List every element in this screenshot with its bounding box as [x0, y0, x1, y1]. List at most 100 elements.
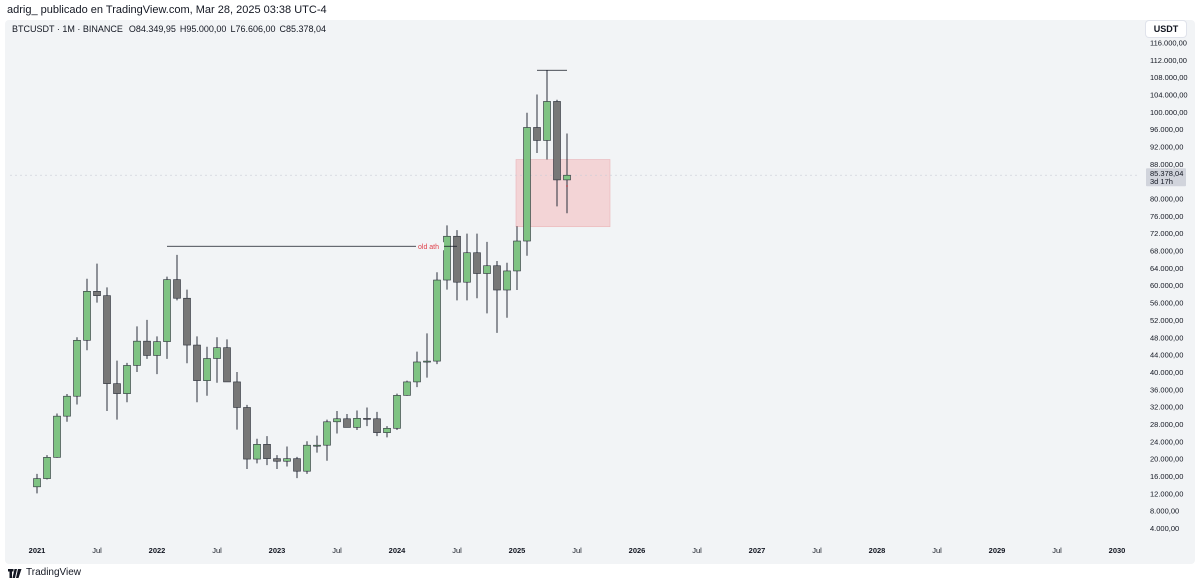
x-tick-label: 2027 [749, 546, 766, 555]
tradingview-footer: TradingView [8, 566, 81, 580]
candle-body-19[interactable] [223, 347, 231, 383]
candle-body-42[interactable] [453, 235, 461, 283]
legend-close: C85.378,04 [279, 24, 327, 34]
y-tick-label: 32.000,00 [1150, 403, 1183, 412]
candle-body-20[interactable] [233, 381, 241, 408]
candle-body-10[interactable] [133, 340, 141, 366]
candle-body-2[interactable] [53, 415, 61, 458]
x-tick-label: 2029 [989, 546, 1006, 555]
legend-open: O84.349,95 [128, 24, 176, 34]
candle-body-0[interactable] [33, 478, 41, 488]
candle-body-46[interactable] [493, 265, 501, 291]
candle-body-15[interactable] [183, 297, 191, 346]
legend-high: H95.000,00 [179, 24, 227, 34]
y-tick-label: 28.000,00 [1150, 420, 1183, 429]
x-tick-label: Jul [212, 546, 222, 555]
candle-body-47[interactable] [503, 270, 511, 291]
candle-body-7[interactable] [103, 295, 111, 384]
candle-body-32[interactable] [353, 418, 361, 428]
candle-body-13[interactable] [163, 279, 171, 342]
candle-body-16[interactable] [193, 344, 201, 381]
candle-body-43[interactable] [463, 252, 471, 283]
x-tick-label: Jul [92, 546, 102, 555]
y-tick-label: 8.000,00 [1150, 507, 1179, 516]
candle-body-28[interactable] [313, 444, 321, 447]
candle-body-33[interactable] [363, 418, 371, 420]
y-tick-label: 72.000,00 [1150, 229, 1183, 238]
y-tick-label: 20.000,00 [1150, 455, 1183, 464]
y-tick-label: 88.000,00 [1150, 160, 1183, 169]
y-tick-label: 68.000,00 [1150, 247, 1183, 256]
candle-body-39[interactable] [423, 360, 431, 363]
candle-body-40[interactable] [433, 279, 441, 362]
candle-body-12[interactable] [153, 341, 161, 356]
candle-body-51[interactable] [543, 101, 551, 141]
current-price-label-box [1146, 168, 1186, 187]
candle-body-29[interactable] [323, 421, 331, 446]
candle-body-53[interactable] [563, 174, 571, 181]
candle-body-5[interactable] [83, 291, 91, 341]
candle-body-18[interactable] [213, 347, 221, 359]
candle-body-22[interactable] [253, 444, 261, 460]
x-tick-label: 2028 [869, 546, 886, 555]
symbol-legend: BTCUSDT · 1M · BINANCE O84.349,95 H95.000,… [12, 23, 332, 35]
old-ath-label: old ath [418, 244, 439, 251]
y-tick-label: 44.000,00 [1150, 351, 1183, 360]
y-tick-label: 104.000,00 [1150, 91, 1188, 100]
candle-body-30[interactable] [333, 418, 341, 423]
current-price-label: 85.378,04 [1150, 169, 1183, 178]
candle-body-48[interactable] [513, 240, 521, 272]
candle-body-49[interactable] [523, 127, 531, 242]
y-tick-label: 92.000,00 [1150, 143, 1183, 152]
y-tick-label: 60.000,00 [1150, 281, 1183, 290]
candle-body-26[interactable] [293, 458, 301, 472]
y-tick-label: 12.000,00 [1150, 489, 1183, 498]
candle-body-3[interactable] [63, 395, 71, 417]
candle-body-8[interactable] [113, 383, 121, 394]
candle-body-25[interactable] [283, 458, 291, 462]
candle-body-17[interactable] [203, 358, 211, 381]
chart-pane[interactable] [5, 20, 1195, 564]
candle-body-27[interactable] [303, 444, 311, 472]
x-tick-label: Jul [572, 546, 582, 555]
y-tick-label: 52.000,00 [1150, 316, 1183, 325]
candle-body-21[interactable] [243, 407, 251, 460]
candle-body-14[interactable] [173, 279, 181, 299]
candle-body-31[interactable] [343, 418, 351, 428]
candle-countdown-label: 3d 17h [1150, 177, 1173, 186]
candle-body-36[interactable] [393, 395, 401, 429]
y-tick-label: 116.000,00 [1150, 38, 1187, 47]
candle-body-11[interactable] [143, 340, 151, 356]
x-tick-label: Jul [332, 546, 342, 555]
legend-symbol[interactable]: BTCUSDT · 1M · BINANCE [12, 24, 123, 34]
candle-body-41[interactable] [443, 235, 451, 281]
y-tick-label: 100.000,00 [1150, 108, 1188, 117]
candle-body-34[interactable] [373, 418, 381, 433]
candle-body-45[interactable] [483, 265, 491, 274]
candle-body-23[interactable] [263, 444, 271, 459]
y-tick-label: 112.000,00 [1150, 56, 1187, 65]
y-tick-label: 64.000,00 [1150, 264, 1183, 273]
candle-body-37[interactable] [403, 381, 411, 396]
x-tick-label: 2022 [149, 546, 166, 555]
x-tick-label: 2024 [389, 546, 407, 555]
candle-body-50[interactable] [533, 127, 541, 141]
candle-body-4[interactable] [73, 339, 81, 397]
candle-body-52[interactable] [553, 101, 561, 181]
supply-zone-rectangle[interactable] [515, 159, 611, 228]
x-tick-label: Jul [812, 546, 822, 555]
currency-button[interactable]: USDT [1146, 21, 1186, 37]
candle-body-24[interactable] [273, 458, 281, 462]
old-ath-label-bg [416, 242, 444, 251]
candle-body-44[interactable] [473, 252, 481, 274]
x-tick-label: Jul [932, 546, 942, 555]
footer-brand: TradingView [26, 567, 82, 578]
y-tick-label: 108.000,00 [1150, 73, 1188, 82]
candle-body-1[interactable] [43, 457, 51, 479]
candle-body-35[interactable] [383, 427, 391, 433]
candle-body-6[interactable] [93, 291, 101, 296]
candle-body-38[interactable] [413, 361, 421, 383]
y-tick-label: 24.000,00 [1150, 437, 1183, 446]
candle-body-9[interactable] [123, 365, 131, 394]
